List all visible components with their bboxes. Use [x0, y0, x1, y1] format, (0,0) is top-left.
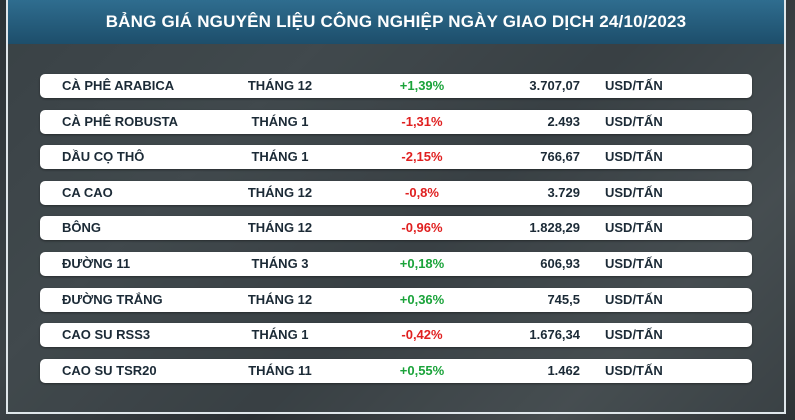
title: BẢNG GIÁ NGUYÊN LIỆU CÔNG NGHIỆP NGÀY GI…	[105, 12, 687, 31]
unit: USD/TẤN	[605, 113, 663, 129]
commodity: CÀ PHÊ ROBUSTA	[62, 113, 179, 129]
contract-month: THÁNG 3	[251, 256, 309, 271]
contract-month: THÁNG 1	[251, 113, 309, 129]
table-row: BÔNG THÁNG 12 -0,96% 1.828,29 USD/TẤN	[40, 216, 752, 241]
change: +0,55%	[399, 362, 445, 378]
contract-month: THÁNG 1	[251, 327, 309, 343]
commodity: DẦU CỌ THÔ	[62, 149, 145, 165]
commodity: CÀ PHÊ ARABICA	[62, 78, 175, 93]
price: 1.828,29	[529, 220, 580, 236]
table-row: ĐƯỜNG 11 THÁNG 3 +0,18% 606,93 USD/TẤN	[40, 252, 752, 276]
unit: USD/TẤN	[605, 362, 663, 378]
change: -2,15%	[401, 149, 443, 165]
frame	[6, 0, 786, 414]
commodity: CAO SU TSR20	[62, 362, 157, 378]
unit: USD/TẤN	[605, 291, 663, 307]
price: 3.729	[547, 184, 580, 200]
unit: USD/TẤN	[605, 149, 663, 165]
commodity: BÔNG	[62, 220, 101, 236]
table-row: CÀ PHÊ ARABICA THÁNG 12 +1,39% 3.707,07 USD/…	[40, 74, 752, 98]
contract-month: THÁNG 1	[251, 149, 309, 165]
price: 606,93	[540, 256, 580, 271]
table-row: ĐƯỜNG TRẮNG THÁNG 12 +0,36% 745,5 USD/TẤN	[40, 287, 752, 312]
table-row: CAO SU RSS3 THÁNG 1 -0,42% 1.676,34 USD/TẤN	[40, 323, 752, 348]
unit: USD/TẤN	[605, 184, 663, 200]
commodity: CA CAO	[62, 184, 113, 200]
contract-month: THÁNG 11	[248, 362, 312, 378]
header: BẢNG GIÁ NGUYÊN LIỆU CÔNG NGHIỆP NGÀY GI…	[8, 0, 784, 44]
commodity: CAO SU RSS3	[62, 327, 151, 343]
table-row: DẦU CỌ THÔ THÁNG 1 -2,15% 766,67 USD/TẤN	[40, 145, 752, 170]
price: 3.707,07	[529, 78, 580, 93]
contract-month: THÁNG 12	[247, 184, 313, 200]
price: 766,67	[540, 149, 580, 165]
change: -0,96%	[401, 220, 443, 236]
table-row: CÀ PHÊ ROBUSTA THÁNG 1 -1,31% 2.493 USD/TẤN	[40, 109, 752, 134]
unit: USD/TẤN	[605, 256, 663, 271]
change: -0,8%	[405, 184, 439, 200]
unit: USD/TẤN	[605, 220, 663, 236]
change: +0,18%	[399, 256, 445, 271]
price: 1.676,34	[529, 327, 580, 343]
price: 745,5	[547, 291, 580, 307]
table-row: CAO SU TSR20 THÁNG 11 +0,55% 1.462 USD/TẤN	[40, 358, 752, 383]
change: +1,39%	[399, 78, 445, 93]
commodity: ĐƯỜNG 11	[62, 256, 131, 271]
change: +0,36%	[399, 291, 445, 307]
unit: USD/TẤN	[605, 78, 663, 93]
unit: USD/TẤN	[605, 327, 663, 343]
change: -1,31%	[401, 113, 443, 129]
table-row: CA CAO THÁNG 12 -0,8% 3.729 USD/TẤN	[40, 180, 752, 205]
commodity: ĐƯỜNG TRẮNG	[62, 291, 163, 307]
price: 2.493	[547, 113, 580, 129]
price: 1.462	[547, 362, 580, 378]
contract-month: THÁNG 12	[247, 291, 313, 307]
change: -0,42%	[401, 327, 443, 343]
contract-month: THÁNG 12	[247, 220, 313, 236]
contract-month: THÁNG 12	[247, 78, 313, 93]
